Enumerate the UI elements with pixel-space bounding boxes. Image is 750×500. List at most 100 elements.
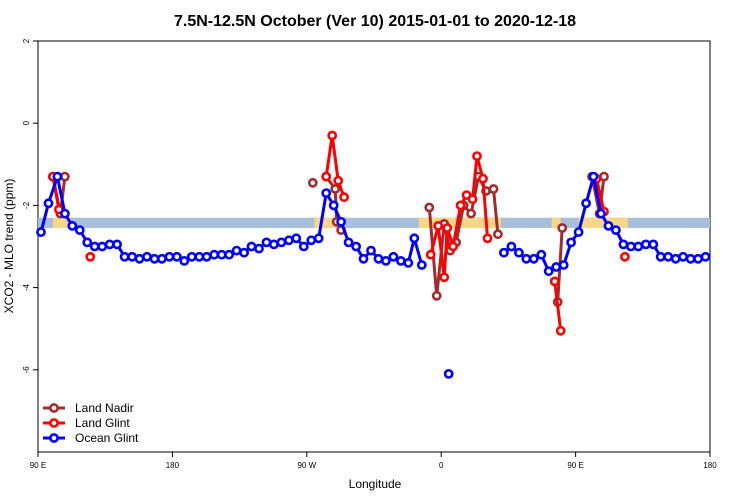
y-tick-label: 2	[22, 38, 31, 43]
data-point	[283, 235, 294, 246]
data-point	[291, 233, 302, 244]
y-tick-label: -4	[22, 283, 31, 291]
data-point	[82, 237, 93, 248]
data-point	[416, 260, 427, 270]
data-point	[298, 241, 309, 252]
data-point	[455, 200, 466, 211]
data-point	[306, 235, 317, 246]
data-point	[670, 253, 681, 264]
data-point	[231, 245, 242, 256]
data-point	[620, 251, 630, 262]
x-tick-label: 90 W	[297, 461, 316, 470]
legend-label: Land Glint	[75, 416, 130, 430]
data-point	[201, 251, 212, 262]
data-point	[89, 241, 100, 252]
data-point	[36, 227, 46, 237]
data-point	[557, 223, 568, 233]
data-point	[333, 175, 344, 186]
data-point	[127, 251, 137, 262]
y-tick-label: -6	[22, 366, 31, 374]
data-point	[498, 247, 509, 258]
series-line	[324, 134, 346, 198]
data-point	[339, 192, 349, 203]
data-point	[119, 251, 130, 262]
chart-title: 7.5N-12.5N October (Ver 10) 2015-01-01 t…	[174, 13, 576, 30]
data-point	[640, 239, 651, 250]
data-point	[648, 239, 659, 250]
data-point	[246, 241, 257, 252]
data-point	[663, 251, 674, 262]
data-point	[409, 233, 420, 244]
legend-label: Land Nadir	[75, 401, 134, 415]
data-point	[492, 229, 503, 240]
data-point	[67, 220, 78, 231]
data-point	[433, 220, 444, 231]
data-point	[596, 208, 606, 219]
data-point	[506, 241, 517, 252]
series-land-glint	[48, 130, 630, 336]
data-point	[514, 247, 524, 258]
data-point	[134, 253, 145, 264]
data-point	[395, 255, 406, 266]
data-point	[239, 247, 249, 258]
x-tick-label: 90 E	[30, 461, 46, 470]
data-point	[380, 255, 391, 266]
data-point	[425, 249, 436, 260]
data-point	[327, 130, 338, 141]
data-point	[599, 171, 609, 182]
data-point	[351, 241, 361, 252]
data-point	[439, 272, 450, 283]
axes: 90 E 180 90 W 0 90 E 180 2 0 -2 -4 -6	[22, 38, 717, 470]
data-point	[60, 208, 70, 219]
data-point	[558, 260, 569, 270]
data-point	[528, 253, 539, 264]
legend-marker	[49, 403, 59, 413]
data-point	[307, 177, 318, 188]
y-tick-label: 0	[22, 120, 31, 125]
plot-frame	[37, 40, 711, 453]
data-point	[60, 171, 70, 182]
legend-marker	[49, 433, 59, 443]
data-point	[467, 194, 478, 205]
legend-label: Ocean Glint	[75, 431, 139, 445]
data-point	[171, 251, 182, 262]
band-highlight	[52, 217, 71, 229]
data-point	[112, 239, 122, 250]
data-point	[611, 225, 621, 235]
data-point	[261, 237, 272, 248]
band-highlight	[314, 217, 337, 229]
data-point	[655, 251, 666, 262]
data-point	[443, 368, 454, 379]
data-point	[633, 241, 644, 252]
data-point	[321, 171, 332, 182]
data-point	[555, 325, 566, 336]
data-point	[358, 253, 369, 264]
series-line	[553, 281, 563, 331]
data-point	[388, 251, 399, 262]
data-point	[313, 233, 324, 244]
x-axis-label: Longitude	[349, 477, 402, 491]
data-point	[366, 245, 376, 256]
data-point	[85, 251, 96, 262]
data-point	[164, 251, 175, 262]
x-tick-label: 180	[703, 461, 717, 470]
data-point	[330, 184, 341, 194]
data-point	[573, 227, 584, 237]
data-point	[224, 249, 234, 260]
band-highlight	[578, 217, 628, 229]
data-point	[693, 253, 703, 264]
x-tick-label: 180	[166, 461, 180, 470]
data-point	[142, 251, 152, 262]
data-point	[74, 225, 85, 235]
data-point	[186, 251, 197, 262]
data-point	[254, 243, 264, 254]
data-point	[442, 223, 453, 233]
data-point	[472, 151, 482, 161]
data-point	[581, 198, 591, 209]
band-rect	[38, 217, 710, 229]
data-point	[276, 237, 287, 248]
y-tick-label: -2	[22, 201, 31, 209]
data-point	[549, 276, 560, 287]
